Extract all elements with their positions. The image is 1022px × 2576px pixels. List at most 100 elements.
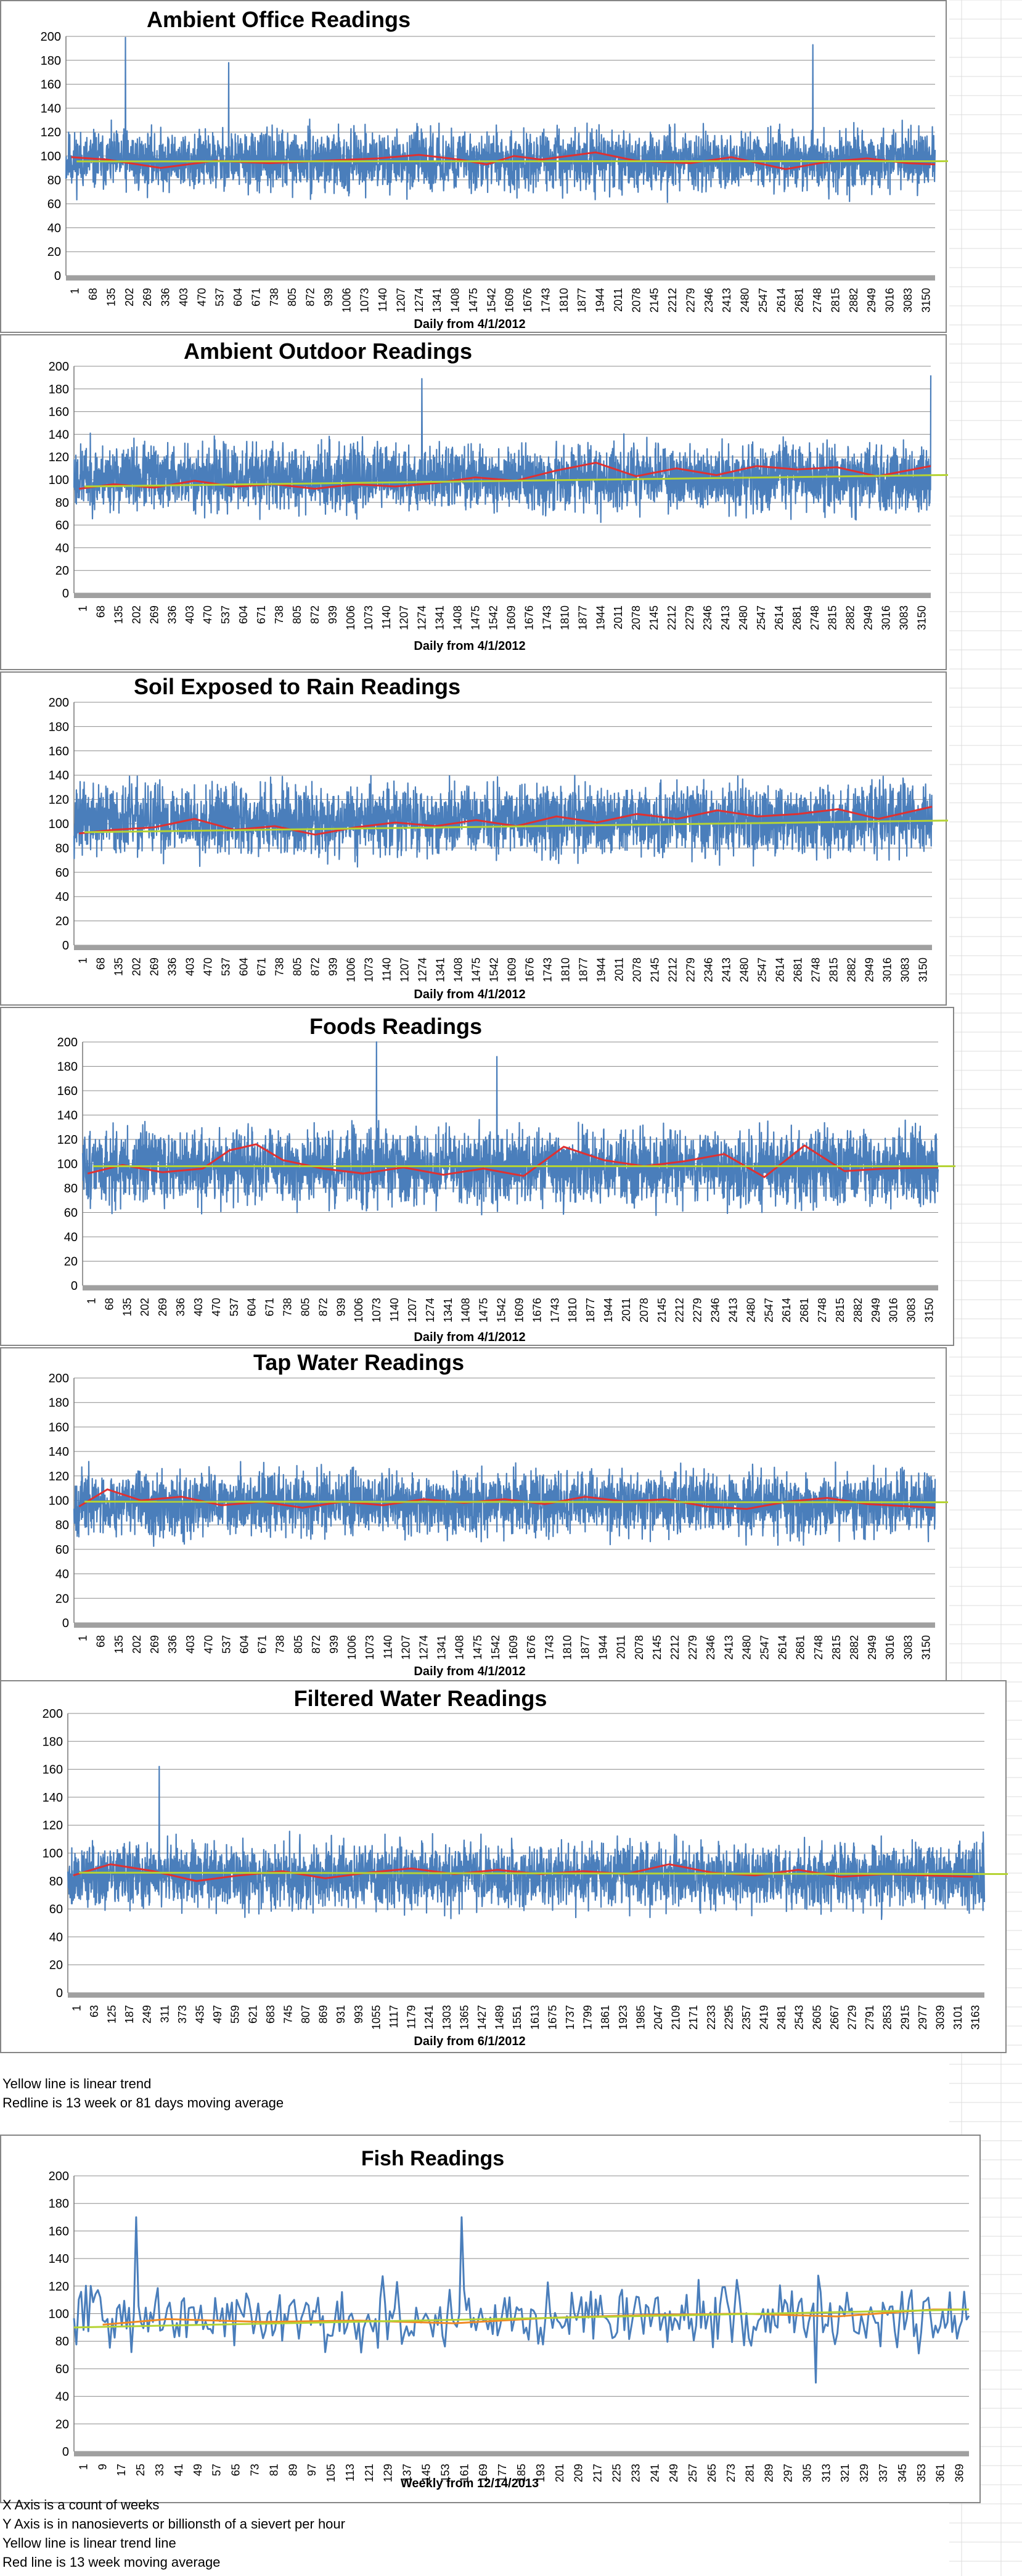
foods-chart[interactable]: Foods Readings 0 20 40 60 80 100 120 140 160 180 20… — [0, 1007, 955, 1346]
y-tick-label: 200 — [41, 30, 61, 44]
x-axis-label: Daily from 6/1/2012 — [414, 2035, 525, 2048]
x-tick-label: 2011 — [612, 288, 624, 312]
ambient-outdoor-chart[interactable]: Ambient Outdoor Readings 0 20 40 60 80 100 120 1… — [0, 334, 948, 670]
note-y-axis: Y Axis is in nanosieverts or billionsth … — [2, 2516, 345, 2532]
x-tick-label: 345 — [896, 2464, 909, 2482]
x-tick-label: 121 — [363, 2464, 375, 2482]
y-tick-label: 160 — [49, 1421, 69, 1434]
x-tick-label: 3016 — [881, 958, 894, 982]
x-tick-label: 2212 — [666, 288, 679, 313]
linear-trend-line — [76, 160, 948, 163]
x-tick-label: 1475 — [470, 958, 483, 982]
x-tick-label: 3101 — [952, 2005, 964, 2030]
x-tick-label: 2882 — [846, 958, 858, 982]
y-tick-label: 100 — [43, 1847, 63, 1861]
x-tick-label: 1475 — [470, 605, 482, 630]
y-tick-label: 100 — [49, 2308, 69, 2321]
y-tick-label: 140 — [49, 428, 69, 441]
x-tick-label: 1006 — [353, 1298, 365, 1323]
x-tick-label: 269 — [149, 1635, 161, 1654]
x-tick-label: 2547 — [755, 605, 767, 630]
x-tick-label: 217 — [592, 2464, 604, 2482]
note-x-axis: X Axis is a count of weeks — [2, 2497, 160, 2512]
x-tick-label: 273 — [725, 2464, 737, 2482]
y-tick-label: 140 — [49, 2252, 69, 2266]
x-tick-label: 1140 — [380, 605, 393, 630]
x-axis-band — [74, 1623, 935, 1628]
y-tick-label: 60 — [64, 1207, 78, 1220]
x-tick-label: 2413 — [719, 605, 732, 630]
x-tick-label: 269 — [141, 288, 153, 306]
x-tick-label: 305 — [801, 2464, 813, 2482]
x-tick-label: 2346 — [705, 1635, 717, 1660]
x-tick-label: 1877 — [584, 1298, 597, 1323]
readings-series-line — [67, 1766, 986, 1921]
x-tick-label: 177 — [496, 2464, 509, 2482]
x-tick-label: 671 — [264, 1298, 276, 1316]
x-tick-label: 41 — [173, 2464, 185, 2476]
readings-series-line — [73, 1461, 936, 1547]
x-tick-label: 1408 — [452, 958, 465, 982]
x-tick-label: 185 — [515, 2464, 528, 2482]
x-tick-label: 57 — [211, 2464, 223, 2476]
y-tick-label: 20 — [55, 1592, 69, 1606]
x-tick-label: 129 — [382, 2464, 394, 2482]
x-tick-label: 2413 — [721, 958, 733, 982]
x-tick-label: 470 — [202, 958, 215, 976]
y-tick-label: 40 — [47, 221, 61, 235]
x-tick-label: 265 — [706, 2464, 718, 2482]
ambient-office-chart[interactable]: Ambient Office Readings 0 20 40 60 80 100 120 14… — [0, 0, 948, 333]
x-tick-label: 1179 — [406, 2005, 418, 2029]
x-tick-label: 1489 — [494, 2005, 506, 2030]
y-tick-label: 80 — [55, 1519, 69, 1532]
linear-trend-line — [84, 819, 948, 834]
x-tick-label: 2480 — [745, 1298, 757, 1323]
x-tick-label: 497 — [211, 2005, 224, 2024]
x-tick-label: 537 — [220, 1635, 232, 1654]
y-tick-label: 180 — [49, 720, 69, 734]
x-tick-label: 2279 — [687, 1635, 699, 1660]
x-tick-label: 2681 — [792, 958, 804, 982]
x-tick-label: 872 — [309, 605, 321, 624]
soil-rain-chart[interactable]: Soil Exposed to Rain Readings 0 20 40 60 80 10… — [0, 671, 948, 1006]
filtered-water-chart[interactable]: Filtered Water Readings 0 20 40 60 80 100 120 14… — [0, 1680, 1008, 2053]
x-tick-label: 604 — [232, 288, 244, 306]
y-tick-label: 40 — [55, 1568, 69, 1581]
y-tick-label: 140 — [49, 769, 69, 782]
x-tick-label: 281 — [744, 2464, 756, 2482]
x-tick-label: 193 — [534, 2464, 547, 2482]
tap-water-chart[interactable]: Tap Water Readings 0 20 40 60 80 100 120 140 160 1… — [0, 1347, 948, 1681]
x-tick-label: 1274 — [417, 958, 429, 982]
x-tick-label: 1207 — [398, 605, 411, 630]
x-tick-label: 939 — [328, 1635, 340, 1654]
x-tick-label: 2480 — [738, 958, 751, 982]
x-tick-label: 1944 — [595, 958, 608, 982]
y-tick-label: 180 — [41, 54, 61, 68]
x-tick-label: 1877 — [578, 958, 590, 982]
y-tick-label: 40 — [55, 890, 69, 904]
y-tick-label: 60 — [55, 1543, 69, 1557]
y-tick-label: 160 — [43, 1763, 63, 1777]
y-tick-label: 160 — [49, 745, 69, 758]
x-tick-label: 435 — [194, 2005, 206, 2024]
x-axis-label: Weekly from 12/14/2013 — [401, 2477, 539, 2490]
moving-average-line — [79, 461, 931, 490]
y-tick-label: 80 — [55, 2335, 69, 2348]
x-tick-label: 1073 — [364, 1635, 376, 1660]
x-tick-label: 113 — [344, 2464, 356, 2482]
x-tick-label: 1341 — [431, 288, 443, 313]
x-tick-label: 241 — [648, 2464, 661, 2482]
y-tick-label: 100 — [41, 150, 61, 163]
x-tick-label: 105 — [325, 2464, 337, 2482]
x-tick-label: 169 — [477, 2464, 489, 2482]
y-tick-label: 40 — [49, 1930, 63, 1944]
x-tick-label: 745 — [282, 2005, 294, 2024]
x-tick-label: 738 — [273, 605, 285, 624]
readings-series-line — [73, 375, 932, 523]
fish-plot: Fish Readings 0 20 40 60 80 100 120 140 160 180 200… — [49, 2147, 970, 2490]
y-tick-label: 180 — [49, 1397, 69, 1410]
chart-title: Tap Water Readings — [253, 1350, 464, 1375]
y-tick-label: 120 — [41, 126, 61, 139]
fish-chart[interactable]: Fish Readings 0 20 40 60 80 100 120 140 160 180 200… — [0, 2135, 981, 2503]
x-tick-label: 49 — [192, 2464, 204, 2476]
